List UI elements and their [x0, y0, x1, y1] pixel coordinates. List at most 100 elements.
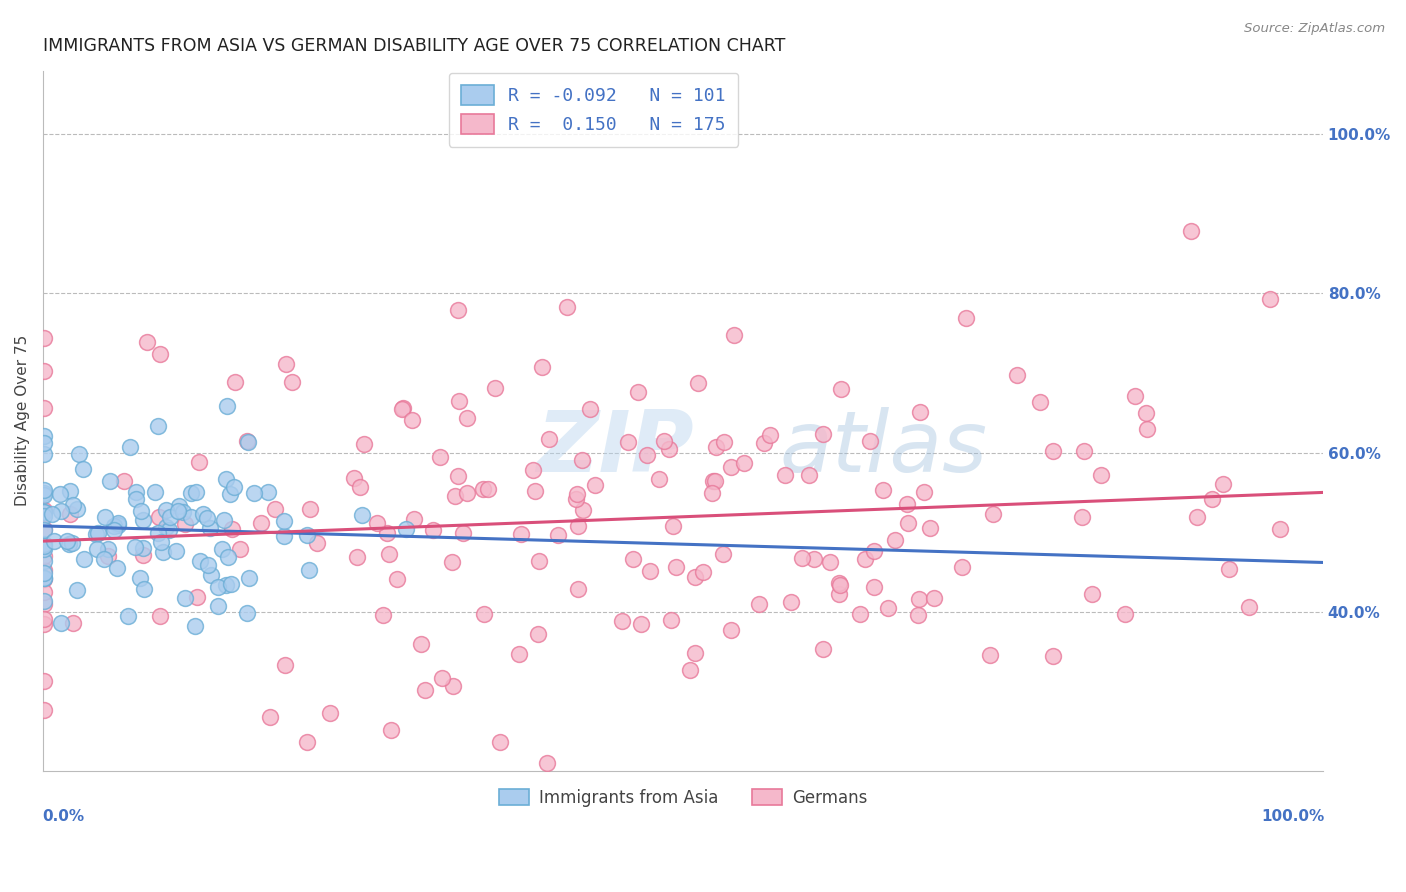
Point	[572, 503, 595, 517]
Point	[136, 334, 159, 349]
Point	[117, 608, 139, 623]
Text: atlas: atlas	[779, 408, 987, 491]
Point	[34, 522, 56, 536]
Point	[148, 418, 170, 433]
Point	[273, 529, 295, 543]
Point	[1081, 586, 1104, 600]
Point	[472, 607, 495, 622]
Point	[41, 507, 63, 521]
Point	[1258, 293, 1281, 307]
Point	[489, 735, 512, 749]
Point	[97, 541, 120, 556]
Point	[72, 461, 94, 475]
Point	[401, 413, 423, 427]
Point	[565, 491, 588, 506]
Point	[704, 440, 727, 454]
Point	[155, 502, 177, 516]
Point	[380, 723, 402, 737]
Point	[862, 580, 884, 594]
Point	[34, 572, 56, 586]
Point	[1090, 467, 1112, 482]
Point	[305, 535, 328, 549]
Point	[215, 578, 238, 592]
Point	[395, 522, 418, 536]
Point	[792, 551, 814, 566]
Point	[799, 467, 821, 482]
Point	[907, 607, 929, 622]
Point	[828, 586, 851, 600]
Point	[34, 571, 56, 585]
Point	[371, 607, 394, 622]
Point	[49, 615, 72, 630]
Point	[250, 516, 273, 530]
Point	[1042, 444, 1064, 458]
Point	[662, 518, 685, 533]
Point	[700, 486, 723, 500]
Point	[828, 576, 851, 591]
Point	[200, 567, 222, 582]
Point	[353, 437, 375, 451]
Point	[385, 572, 408, 586]
Point	[713, 435, 735, 450]
Point	[59, 484, 82, 499]
Point	[918, 521, 941, 535]
Point	[58, 537, 80, 551]
Point	[183, 619, 205, 633]
Point	[1135, 406, 1157, 420]
Point	[818, 555, 841, 569]
Point	[621, 552, 644, 566]
Point	[143, 484, 166, 499]
Point	[34, 503, 56, 517]
Point	[34, 435, 56, 450]
Point	[273, 514, 295, 528]
Point	[167, 499, 190, 513]
Point	[536, 756, 558, 770]
Point	[84, 527, 107, 541]
Point	[531, 360, 554, 375]
Point	[229, 541, 252, 556]
Point	[555, 300, 578, 314]
Point	[392, 401, 415, 415]
Point	[688, 376, 710, 390]
Legend: Immigrants from Asia, Germans: Immigrants from Asia, Germans	[491, 780, 876, 815]
Point	[830, 578, 852, 592]
Point	[172, 505, 194, 519]
Point	[103, 523, 125, 537]
Point	[191, 508, 214, 522]
Point	[523, 484, 546, 499]
Point	[950, 559, 973, 574]
Point	[759, 428, 782, 442]
Point	[34, 509, 56, 524]
Point	[34, 673, 56, 688]
Point	[863, 543, 886, 558]
Point	[298, 563, 321, 577]
Point	[34, 554, 56, 568]
Point	[1114, 607, 1136, 622]
Point	[34, 486, 56, 500]
Point	[34, 537, 56, 551]
Point	[66, 502, 89, 516]
Point	[34, 594, 56, 608]
Point	[1071, 510, 1094, 524]
Point	[167, 503, 190, 517]
Point	[197, 558, 219, 572]
Point	[447, 468, 470, 483]
Point	[711, 547, 734, 561]
Point	[527, 627, 550, 641]
Point	[723, 328, 745, 343]
Point	[62, 616, 84, 631]
Point	[34, 331, 56, 345]
Point	[274, 357, 297, 371]
Point	[34, 563, 56, 577]
Point	[477, 482, 499, 496]
Point	[1005, 368, 1028, 382]
Point	[1185, 510, 1208, 524]
Point	[638, 565, 661, 579]
Point	[280, 376, 302, 390]
Point	[616, 435, 638, 450]
Point	[981, 507, 1004, 521]
Point	[692, 565, 714, 579]
Point	[66, 583, 89, 598]
Point	[685, 570, 707, 584]
Point	[924, 591, 946, 605]
